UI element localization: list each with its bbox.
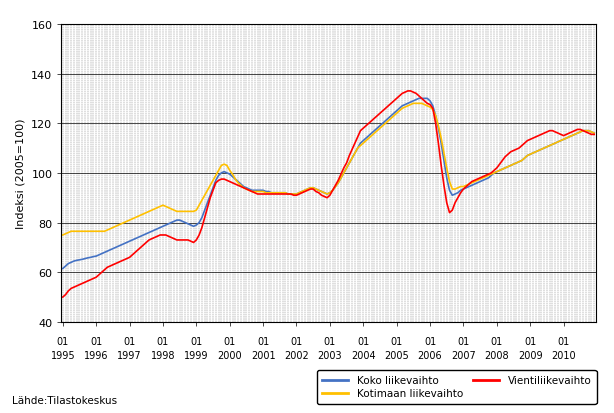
Text: 2003: 2003	[317, 350, 342, 360]
Text: 2001: 2001	[251, 350, 276, 360]
Vientiliikevaihto	[393, 97, 400, 102]
Kotimaan liikevaihto	[59, 233, 66, 238]
Vientiliikevaihto	[123, 256, 130, 261]
Legend: Koko liikevaihto, Kotimaan liikevaihto, Vientiliikevaihto: Koko liikevaihto, Kotimaan liikevaihto, …	[317, 370, 597, 404]
Vientiliikevaihto	[279, 192, 286, 197]
Vientiliikevaihto	[273, 192, 281, 197]
Text: 01: 01	[357, 336, 370, 346]
Text: 1998: 1998	[150, 350, 175, 360]
Kotimaan liikevaihto	[591, 131, 598, 136]
Text: 1996: 1996	[84, 350, 109, 360]
Vientiliikevaihto	[59, 295, 66, 300]
Koko liikevaihto	[393, 109, 400, 114]
Text: 01: 01	[290, 336, 303, 346]
Text: 01: 01	[257, 336, 269, 346]
Y-axis label: Indeksi (2005=100): Indeksi (2005=100)	[16, 119, 26, 228]
Koko liikevaihto	[362, 136, 370, 141]
Text: 1995: 1995	[50, 350, 75, 360]
Text: 2008: 2008	[484, 350, 509, 360]
Text: 01: 01	[491, 336, 503, 346]
Text: Lähde:Tilastokeskus: Lähde:Tilastokeskus	[12, 395, 117, 405]
Text: 01: 01	[157, 336, 169, 346]
Kotimaan liikevaihto	[273, 191, 281, 196]
Text: 01: 01	[123, 336, 136, 346]
Text: 01: 01	[424, 336, 436, 346]
Text: 01: 01	[56, 336, 69, 346]
Text: 2002: 2002	[284, 350, 309, 360]
Text: 01: 01	[391, 336, 403, 346]
Text: 01: 01	[324, 336, 336, 346]
Text: 2005: 2005	[384, 350, 409, 360]
Kotimaan liikevaihto	[123, 219, 130, 224]
Vientiliikevaihto	[404, 89, 411, 94]
Text: 01: 01	[90, 336, 103, 346]
Text: 2010: 2010	[551, 350, 576, 360]
Text: 01: 01	[524, 336, 536, 346]
Koko liikevaihto	[415, 97, 422, 102]
Vientiliikevaihto	[326, 193, 333, 198]
Kotimaan liikevaihto	[326, 191, 333, 196]
Koko liikevaihto	[59, 266, 66, 271]
Vientiliikevaihto	[591, 133, 598, 138]
Koko liikevaihto	[273, 191, 281, 196]
Text: 01: 01	[190, 336, 203, 346]
Text: 1997: 1997	[117, 350, 142, 360]
Vientiliikevaihto	[362, 124, 370, 129]
Text: 01: 01	[558, 336, 570, 346]
Koko liikevaihto	[279, 191, 286, 196]
Text: 01: 01	[457, 336, 470, 346]
Kotimaan liikevaihto	[362, 139, 370, 144]
Line: Koko liikevaihto: Koko liikevaihto	[63, 99, 594, 269]
Text: 2007: 2007	[451, 350, 476, 360]
Text: 2009: 2009	[518, 350, 543, 360]
Text: 01: 01	[223, 336, 236, 346]
Kotimaan liikevaihto	[410, 102, 417, 107]
Koko liikevaihto	[326, 191, 333, 196]
Koko liikevaihto	[123, 240, 130, 245]
Kotimaan liikevaihto	[279, 191, 286, 196]
Koko liikevaihto	[591, 131, 598, 136]
Text: 2000: 2000	[217, 350, 242, 360]
Text: 1999: 1999	[184, 350, 209, 360]
Line: Vientiliikevaihto: Vientiliikevaihto	[63, 92, 594, 297]
Kotimaan liikevaihto	[393, 112, 400, 116]
Line: Kotimaan liikevaihto: Kotimaan liikevaihto	[63, 104, 594, 235]
Text: 2004: 2004	[351, 350, 376, 360]
Text: 2006: 2006	[418, 350, 442, 360]
